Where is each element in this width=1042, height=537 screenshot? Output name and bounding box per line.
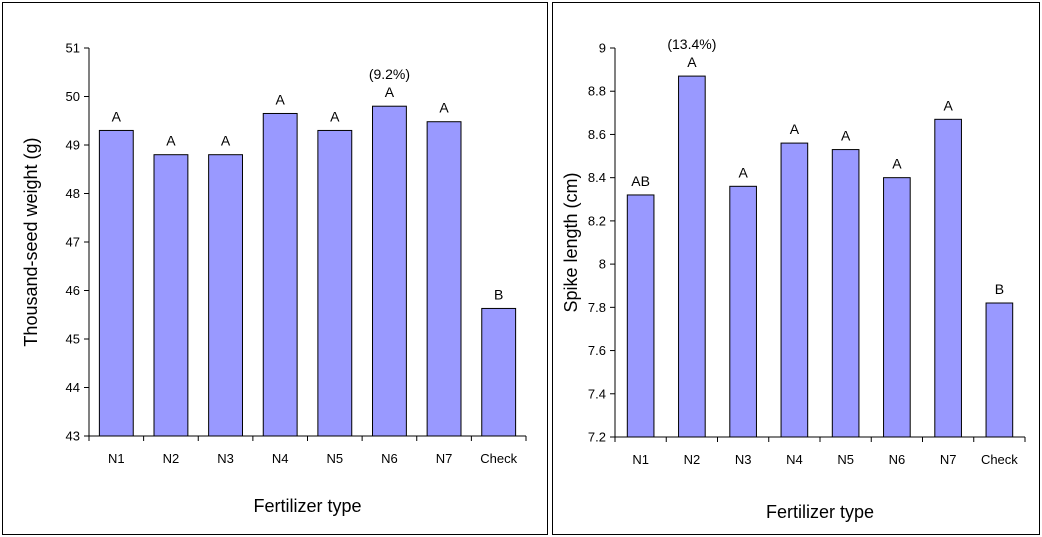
x-tick-label: N5 xyxy=(837,452,854,467)
y-tick-label: 8.2 xyxy=(588,213,606,228)
y-tick-label: 7.6 xyxy=(588,343,606,358)
significance-letter: A xyxy=(439,100,449,116)
x-tick-label: N7 xyxy=(436,451,453,466)
y-tick-label: 45 xyxy=(66,332,80,347)
bar-n7 xyxy=(934,118,962,438)
y-tick-label: 9 xyxy=(599,41,606,56)
x-tick-label: Check xyxy=(981,452,1018,467)
significance-letter: AB xyxy=(631,173,650,189)
x-tick-label: N3 xyxy=(735,452,752,467)
significance-letter: A xyxy=(276,91,286,107)
x-tick-label: N4 xyxy=(786,452,803,467)
x-tick-label: N2 xyxy=(684,452,701,467)
percent-increase-annotation: (13.4%) xyxy=(667,36,716,52)
bar-chart-thousand-seed-weight: 43 44 45 46 47 48 49 50 51 A N1 A N2 A N3 A N4 A N5 A N6 A N7 B… xyxy=(21,41,527,516)
x-tick-label: N7 xyxy=(940,452,957,467)
bar-n5 xyxy=(831,149,860,438)
x-tick-label: Check xyxy=(480,451,517,466)
chart-panel-spike-length: 7.2 7.4 7.6 7.8 8 8.2 8.4 8.6 8.8 9 AB N1 A N2 A N3 A N4 A… xyxy=(552,2,1040,535)
significance-letter: A xyxy=(943,97,953,113)
significance-letter: A xyxy=(385,84,395,100)
y-tick-label: 8.6 xyxy=(588,127,606,142)
x-tick-label: N6 xyxy=(889,452,906,467)
x-axis-title: Fertilizer type xyxy=(253,496,361,516)
bar-n4 xyxy=(262,112,298,437)
significance-letter: A xyxy=(790,121,800,137)
bar-n2 xyxy=(678,75,706,438)
significance-letter: A xyxy=(841,128,851,144)
y-tick-label: 43 xyxy=(66,429,80,444)
bar-n4 xyxy=(780,142,809,438)
y-tick-label: 44 xyxy=(66,380,80,395)
significance-letter: A xyxy=(112,108,122,124)
significance-letter: A xyxy=(892,156,902,172)
x-tick-label: N2 xyxy=(163,451,180,466)
bar-n6 xyxy=(883,177,911,438)
x-tick-label: N4 xyxy=(272,451,289,466)
significance-letter: A xyxy=(687,54,697,70)
bar-n5 xyxy=(317,129,353,437)
significance-letter: A xyxy=(738,164,748,180)
y-tick-label: 46 xyxy=(66,283,80,298)
bar-n7 xyxy=(426,121,462,437)
x-tick-label: N5 xyxy=(327,451,344,466)
significance-letter: B xyxy=(995,281,1004,297)
y-tick-label: 8.4 xyxy=(588,170,606,185)
x-tick-label: N3 xyxy=(217,451,234,466)
significance-letter: B xyxy=(494,286,503,302)
x-tick-label: N1 xyxy=(632,452,649,467)
x-tick-label: N6 xyxy=(381,451,398,466)
x-tick-label: N1 xyxy=(108,451,125,466)
y-tick-label: 50 xyxy=(66,89,80,104)
y-axis-title: Spike length (cm) xyxy=(561,172,581,312)
y-tick-label: 49 xyxy=(66,138,80,153)
bar-n1 xyxy=(98,129,134,437)
bar-chart-spike-length: 7.27.47.67.888.28.48.68.89ABN1AN2AN3AN4A… xyxy=(561,36,1026,522)
y-tick-label: 47 xyxy=(66,235,80,250)
significance-letter: A xyxy=(330,108,340,124)
bar-n3 xyxy=(729,185,757,438)
x-axis-title: Fertilizer type xyxy=(766,502,874,522)
significance-letter: A xyxy=(166,133,176,149)
bar-n6 xyxy=(372,105,407,437)
y-axis-title: Thousand-seed weight (g) xyxy=(21,137,41,346)
bar-check xyxy=(481,307,517,437)
chart-panel-thousand-seed-weight: 43 44 45 46 47 48 49 50 51 A N1 A N2 A N3 A N4 A N5 A N6 A N7 B… xyxy=(2,2,548,535)
y-tick-label: 7.8 xyxy=(588,300,606,315)
significance-letter: A xyxy=(221,133,231,149)
bar-n2 xyxy=(153,154,189,437)
y-tick-label: 51 xyxy=(66,41,80,56)
percent-increase-annotation: (9.2%) xyxy=(369,66,410,82)
bar-n1 xyxy=(626,194,655,438)
bar-n3 xyxy=(208,154,243,437)
y-tick-label: 7.4 xyxy=(588,386,606,401)
y-tick-label: 8 xyxy=(599,257,606,272)
bar-check xyxy=(985,302,1014,438)
y-tick-label: 8.8 xyxy=(588,84,606,99)
y-tick-label: 48 xyxy=(66,186,80,201)
y-tick-label: 7.2 xyxy=(588,430,606,445)
